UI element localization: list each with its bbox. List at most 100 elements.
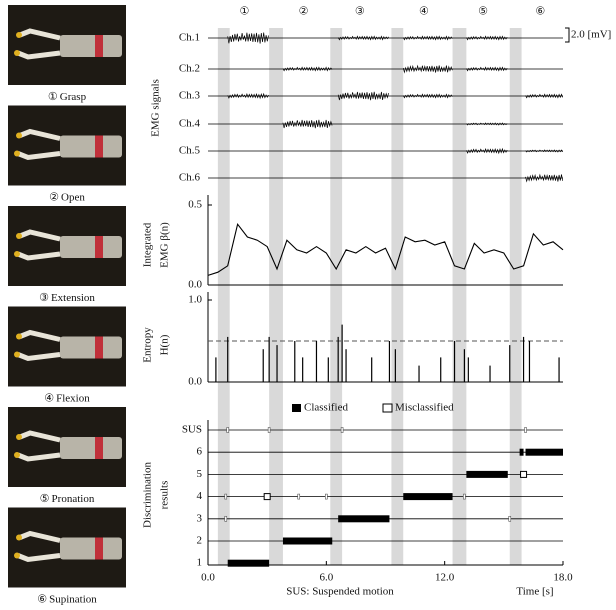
suspend-band — [217, 28, 230, 565]
transition-mark — [508, 515, 512, 522]
y-tick-label: 1.0 — [188, 294, 202, 306]
finger-tip — [16, 333, 22, 340]
transition-mark — [325, 493, 328, 500]
classified-segment — [519, 448, 524, 456]
emg-burst — [466, 147, 508, 155]
motion-symbol: ⑥ — [37, 593, 47, 605]
row-label: 4 — [197, 490, 203, 502]
emg-burst — [402, 93, 453, 99]
emg-burst — [282, 66, 333, 72]
axis-label: H(n) — [159, 334, 171, 355]
row-label: 2 — [197, 535, 203, 547]
legend-swatch — [292, 404, 301, 412]
row-label: 3 — [197, 512, 203, 524]
gripper-band — [95, 135, 103, 158]
channel-label: Ch.5 — [179, 145, 201, 157]
emg-burst — [337, 35, 389, 41]
photo-caption: ⑥ Supination — [37, 593, 97, 605]
y-tick-label: 0.0 — [188, 279, 202, 291]
gripper-body — [60, 135, 122, 158]
motion-header: ⑥ — [535, 6, 545, 18]
classified-segment — [227, 559, 270, 567]
channel-label: Ch.1 — [179, 32, 200, 44]
gripper-body — [60, 437, 122, 459]
finger-tip — [16, 233, 22, 239]
x-tick-label: 12.0 — [435, 572, 455, 584]
photo-caption: ② Open — [49, 191, 85, 203]
motion-symbol: ① — [48, 91, 58, 103]
motion-header: ① — [239, 6, 249, 18]
suspend-band — [330, 28, 343, 565]
emg-burst — [402, 35, 453, 41]
photo-caption: ① Grasp — [48, 91, 87, 103]
gripper-band — [95, 35, 103, 57]
transition-mark — [224, 515, 228, 522]
emg-burst — [466, 122, 508, 126]
channel-label: Ch.3 — [179, 90, 201, 102]
gripper-finger — [17, 329, 61, 362]
finger-tip — [14, 452, 20, 458]
emg-burst — [337, 91, 389, 101]
row-label: 5 — [197, 468, 203, 480]
photo — [8, 507, 126, 588]
legend-label: Classified — [304, 402, 348, 414]
finger-tip — [14, 150, 20, 157]
x-tick-label: 0.0 — [201, 572, 215, 584]
y-tick-label: 0.0 — [188, 376, 202, 388]
photo — [8, 206, 126, 286]
legend-swatch — [382, 403, 393, 413]
suspend-band — [391, 28, 404, 565]
gripper-finger — [17, 28, 61, 60]
transition-mark — [267, 427, 271, 433]
finger-tip — [16, 132, 22, 139]
row-label: 6 — [197, 446, 203, 458]
gripper-body — [60, 35, 122, 57]
finger-tip — [14, 50, 20, 56]
gripper-band — [95, 236, 103, 258]
emg-burst — [227, 92, 269, 100]
gripper-band — [95, 437, 103, 459]
channel-label: Ch.6 — [179, 172, 201, 184]
emg-burst — [525, 93, 564, 99]
gripper-body — [60, 537, 122, 560]
motion-symbol: ③ — [39, 292, 49, 304]
suspend-band — [452, 28, 467, 565]
finger-tip — [16, 534, 22, 541]
emg-burst — [466, 66, 508, 72]
motion-name: Supination — [49, 593, 97, 605]
motion-symbol: ④ — [44, 392, 54, 404]
emg-burst — [282, 119, 333, 129]
finger-tip — [16, 434, 22, 440]
classified-segment — [525, 448, 563, 456]
transition-mark — [226, 427, 230, 433]
y-tick-label: 0.5 — [188, 199, 202, 211]
finger-tip — [14, 251, 20, 257]
motion-header: ⑤ — [478, 6, 488, 18]
photo — [8, 105, 126, 186]
x-tick-label: 18.0 — [553, 572, 573, 584]
classified-segment — [338, 515, 390, 523]
emg-burst — [227, 32, 269, 44]
classified-segment — [403, 493, 453, 501]
classified-segment — [466, 470, 508, 478]
motion-symbol: ② — [49, 191, 59, 203]
emg-burst — [402, 64, 453, 74]
transition-mark — [463, 493, 466, 500]
row-label: SUS — [182, 424, 202, 436]
gripper-finger — [17, 530, 61, 563]
gripper-band — [95, 537, 103, 560]
classified-segment — [282, 537, 333, 545]
row-label: 1 — [197, 557, 203, 569]
transition-mark — [340, 427, 344, 433]
footnote: SUS: Suspended motion — [286, 586, 394, 598]
axis-label: EMG β(n) — [159, 222, 171, 268]
transition-mark — [297, 493, 301, 500]
suspend-band — [269, 28, 283, 565]
suspend-band — [509, 28, 522, 565]
motion-name: Pronation — [52, 493, 95, 505]
scale-label: 2.0 [mV] — [571, 29, 611, 41]
gripper-band — [95, 336, 103, 359]
motion-header: ③ — [355, 6, 365, 18]
photo — [8, 407, 126, 487]
